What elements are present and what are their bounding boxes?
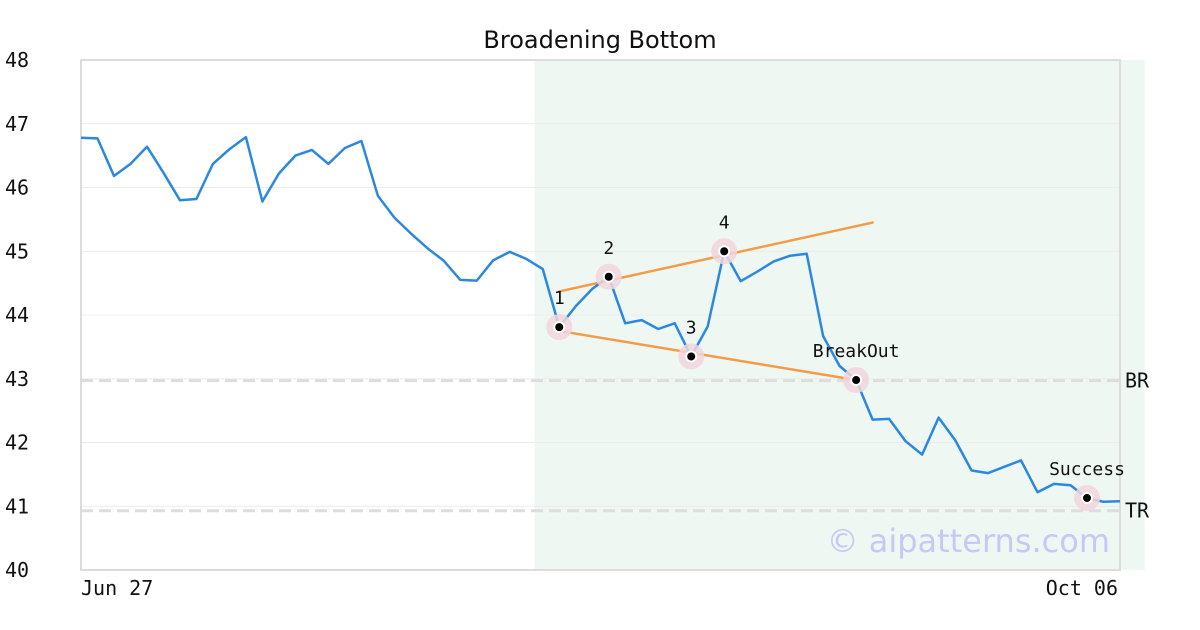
point-marker-1 [555,323,564,332]
y-tick-label: 44 [5,303,29,327]
point-marker-3 [687,352,696,361]
lower-trendline [558,329,858,382]
point-label-2: 2 [603,238,614,259]
y-tick-label: 48 [5,48,29,72]
reference-label-br: BR [1125,369,1150,393]
y-tick-label: 43 [5,367,29,391]
point-label-3: 3 [686,317,697,338]
y-tick-label: 40 [5,558,29,582]
point-label-breakout: BreakOut [813,341,900,362]
point-marker-4 [720,247,729,256]
x-tick-label: Jun 27 [81,576,153,600]
reference-label-tr: TR [1125,499,1150,523]
plot-frame [80,59,1121,571]
point-marker-success [1083,493,1092,502]
y-tick-label: 47 [5,112,29,136]
y-tick-label: 41 [5,494,29,518]
chart-title: Broadening Bottom [483,26,716,54]
watermark-text: © aipatterns.com [827,522,1110,560]
point-marker-breakout [852,376,861,385]
y-tick-label: 42 [5,431,29,455]
point-marker-2 [604,272,613,281]
point-label-4: 4 [719,212,730,233]
point-label-success: Success [1049,459,1125,480]
y-tick-label: 45 [5,239,29,263]
y-tick-label: 46 [5,176,29,200]
point-label-1: 1 [554,288,565,309]
x-tick-label: Oct 06 [1046,576,1118,600]
